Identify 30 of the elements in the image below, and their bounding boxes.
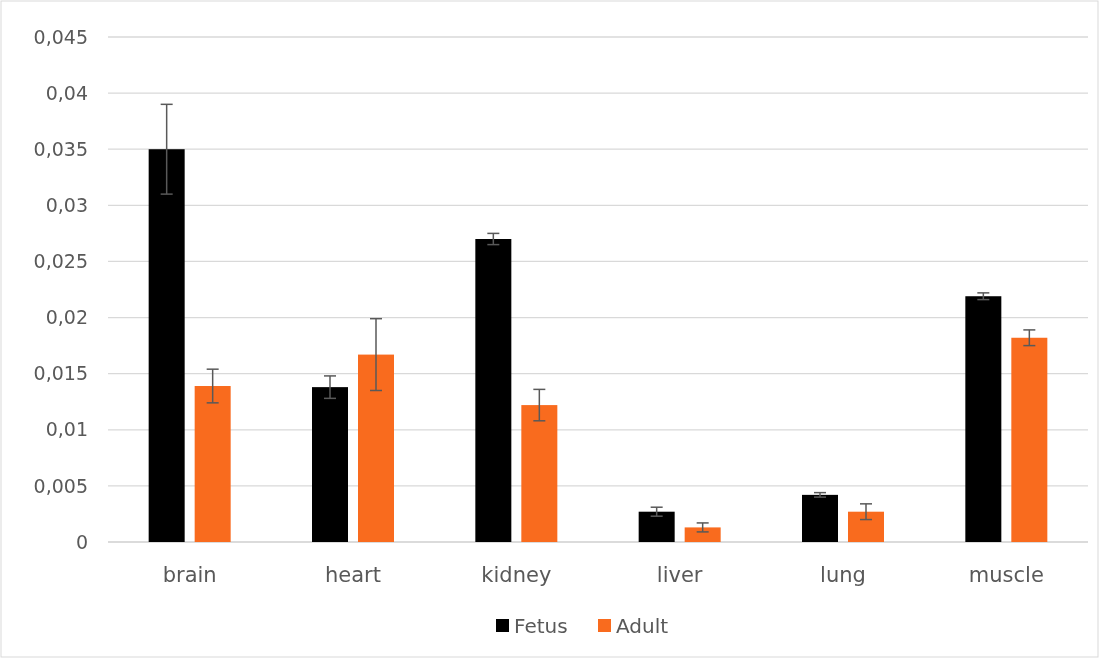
legend-label: Fetus bbox=[514, 614, 568, 638]
bar bbox=[358, 354, 394, 542]
x-tick-label: kidney bbox=[481, 563, 552, 587]
bar bbox=[848, 511, 884, 542]
x-tick-label: heart bbox=[325, 563, 381, 587]
y-tick-label: 0,035 bbox=[33, 137, 88, 160]
y-tick-label: 0,015 bbox=[33, 362, 88, 385]
bar bbox=[521, 405, 558, 542]
bar bbox=[475, 239, 512, 542]
bar bbox=[965, 296, 1002, 542]
x-tick-label: brain bbox=[162, 563, 217, 587]
y-tick-label: 0,04 bbox=[45, 81, 88, 104]
y-tick-label: 0,02 bbox=[45, 306, 88, 329]
y-tick-label: 0,01 bbox=[45, 418, 88, 441]
y-tick-label: 0,03 bbox=[45, 193, 88, 216]
legend-label: Adult bbox=[616, 614, 669, 638]
bar bbox=[684, 527, 721, 542]
bar bbox=[802, 494, 838, 542]
bar bbox=[312, 387, 348, 542]
x-tick-label: liver bbox=[656, 563, 703, 587]
bar bbox=[1011, 337, 1048, 542]
y-tick-label: 0 bbox=[75, 530, 88, 553]
bar bbox=[194, 386, 231, 542]
x-tick-label: lung bbox=[820, 563, 866, 587]
y-tick-label: 0,025 bbox=[33, 250, 88, 273]
y-tick-label: 0,045 bbox=[33, 25, 88, 48]
x-tick-label: muscle bbox=[968, 563, 1044, 587]
bar bbox=[638, 511, 675, 542]
y-tick-label: 0,005 bbox=[33, 474, 88, 497]
bar bbox=[148, 149, 185, 542]
